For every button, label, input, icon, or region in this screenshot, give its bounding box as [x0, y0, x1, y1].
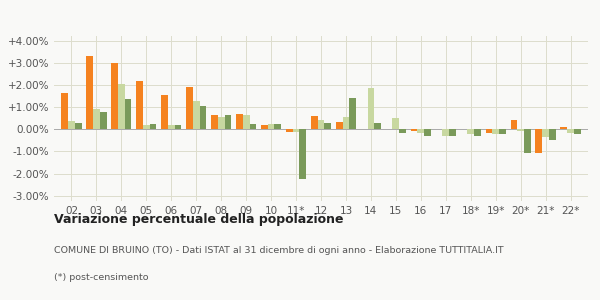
- Bar: [392, 118, 399, 130]
- Bar: [250, 124, 256, 130]
- Bar: [336, 122, 343, 130]
- Bar: [93, 109, 100, 130]
- Bar: [567, 130, 574, 133]
- Bar: [211, 115, 218, 130]
- Bar: [485, 130, 493, 133]
- Bar: [86, 56, 93, 130]
- Bar: [200, 106, 206, 130]
- Bar: [524, 130, 531, 153]
- Bar: [449, 130, 456, 136]
- Bar: [286, 130, 293, 132]
- Bar: [68, 121, 75, 130]
- Text: Variazione percentuale della popolazione: Variazione percentuale della popolazione: [54, 213, 343, 226]
- Bar: [549, 130, 556, 140]
- Bar: [467, 130, 474, 134]
- Bar: [274, 124, 281, 130]
- Bar: [311, 116, 317, 130]
- Bar: [111, 64, 118, 130]
- Bar: [474, 130, 481, 136]
- Bar: [317, 120, 325, 130]
- Bar: [268, 124, 274, 130]
- Bar: [560, 127, 567, 130]
- Bar: [499, 130, 506, 134]
- Bar: [542, 130, 549, 137]
- Bar: [349, 98, 356, 130]
- Bar: [343, 117, 349, 130]
- Bar: [136, 81, 143, 130]
- Bar: [293, 130, 299, 132]
- Bar: [61, 93, 68, 130]
- Bar: [418, 130, 424, 133]
- Bar: [218, 117, 224, 130]
- Bar: [236, 114, 243, 130]
- Bar: [125, 99, 131, 130]
- Bar: [118, 84, 125, 130]
- Bar: [161, 95, 168, 130]
- Bar: [100, 112, 107, 130]
- Text: COMUNE DI BRUINO (TO) - Dati ISTAT al 31 dicembre di ogni anno - Elaborazione TU: COMUNE DI BRUINO (TO) - Dati ISTAT al 31…: [54, 246, 503, 255]
- Bar: [574, 130, 581, 134]
- Bar: [168, 125, 175, 130]
- Bar: [493, 130, 499, 134]
- Bar: [75, 123, 82, 130]
- Bar: [368, 88, 374, 130]
- Bar: [299, 130, 306, 179]
- Bar: [143, 125, 149, 130]
- Bar: [511, 120, 517, 130]
- Bar: [224, 115, 231, 130]
- Bar: [149, 124, 157, 130]
- Bar: [261, 125, 268, 130]
- Bar: [186, 87, 193, 130]
- Bar: [325, 123, 331, 130]
- Bar: [399, 130, 406, 133]
- Bar: [424, 130, 431, 136]
- Bar: [193, 101, 200, 130]
- Bar: [535, 130, 542, 153]
- Text: (*) post-censimento: (*) post-censimento: [54, 273, 149, 282]
- Bar: [243, 115, 250, 130]
- Bar: [374, 123, 381, 130]
- Bar: [442, 130, 449, 136]
- Bar: [175, 125, 181, 130]
